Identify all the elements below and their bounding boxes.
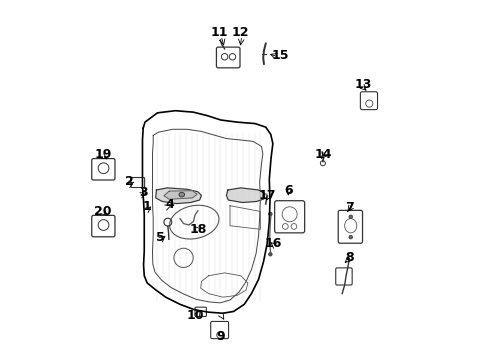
Circle shape <box>349 235 352 239</box>
Text: 19: 19 <box>94 148 112 161</box>
Text: 10: 10 <box>187 309 204 321</box>
Polygon shape <box>164 191 197 199</box>
Text: 11: 11 <box>211 26 228 39</box>
Text: 4: 4 <box>166 198 174 211</box>
Text: 3: 3 <box>139 186 147 199</box>
Text: 17: 17 <box>258 189 276 202</box>
Text: 12: 12 <box>232 26 249 39</box>
Ellipse shape <box>179 192 185 197</box>
Text: 2: 2 <box>124 175 133 188</box>
Text: 1: 1 <box>143 200 151 213</box>
Text: 8: 8 <box>345 251 354 264</box>
Polygon shape <box>226 188 265 203</box>
Polygon shape <box>156 188 201 203</box>
Text: 18: 18 <box>189 223 206 236</box>
Text: 14: 14 <box>314 148 332 161</box>
Text: 6: 6 <box>284 184 293 197</box>
Text: 20: 20 <box>94 205 112 218</box>
Text: 16: 16 <box>264 237 282 250</box>
Text: 15: 15 <box>271 49 289 62</box>
Text: 9: 9 <box>217 330 225 343</box>
Circle shape <box>269 212 272 216</box>
Circle shape <box>269 252 272 256</box>
Text: 7: 7 <box>345 201 354 214</box>
Text: 5: 5 <box>156 231 164 244</box>
Circle shape <box>349 215 352 219</box>
Text: 13: 13 <box>355 78 372 91</box>
